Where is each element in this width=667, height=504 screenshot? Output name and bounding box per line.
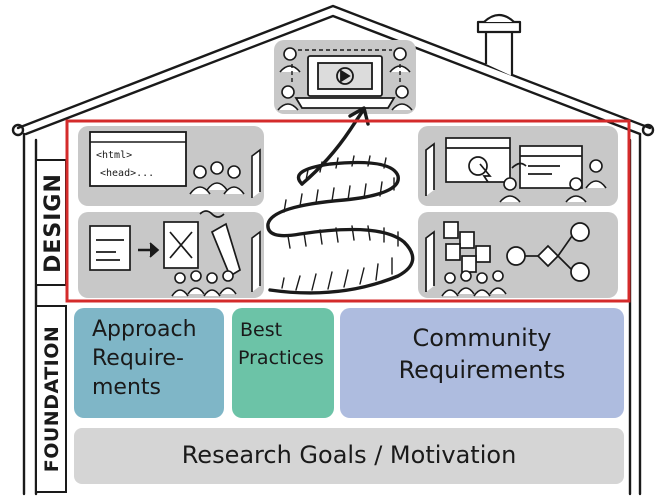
code-line-2: <head>... (100, 168, 154, 179)
best-practices-block (232, 308, 334, 418)
foundation-label: FOUNDATION (41, 326, 63, 473)
community-line-2: Requirements (399, 356, 566, 384)
chimney-icon (476, 13, 522, 76)
design-highlight-frame (65, 119, 631, 303)
approach-requirements-block (74, 308, 224, 418)
wireframe-icon (89, 210, 242, 278)
people-icon (189, 148, 261, 198)
flowchart-icon (425, 221, 590, 292)
spiral-staircase-icon (266, 106, 415, 295)
community-requirements-block (340, 308, 624, 418)
gear-icon (336, 67, 354, 85)
foundation-text: Approach Require- ments Best Practices C… (92, 317, 565, 469)
browser-windows-icon (425, 137, 583, 196)
approach-line-3: ments (92, 375, 161, 400)
approach-line-1: Approach (92, 317, 197, 342)
people-icon (277, 47, 413, 111)
code-line-1: <html> (96, 150, 132, 161)
approach-line-2: Require- (92, 346, 184, 371)
foundation-blocks (74, 308, 624, 484)
research-goals-block (74, 428, 624, 484)
community-line-1: Community (413, 324, 552, 352)
design-label: DESIGN (41, 173, 66, 273)
laptop-team-panel (274, 40, 416, 114)
people-icon (499, 159, 607, 203)
people-icon (171, 230, 261, 297)
best-practices-line-2: Practices (238, 347, 324, 369)
code-window-icon: <html> <head>... (89, 131, 187, 187)
best-practices-line-1: Best (240, 319, 282, 341)
research-goals-text: Research Goals / Motivation (182, 441, 517, 469)
section-labels: DESIGN FOUNDATION (35, 159, 67, 493)
people-icon (441, 270, 507, 297)
